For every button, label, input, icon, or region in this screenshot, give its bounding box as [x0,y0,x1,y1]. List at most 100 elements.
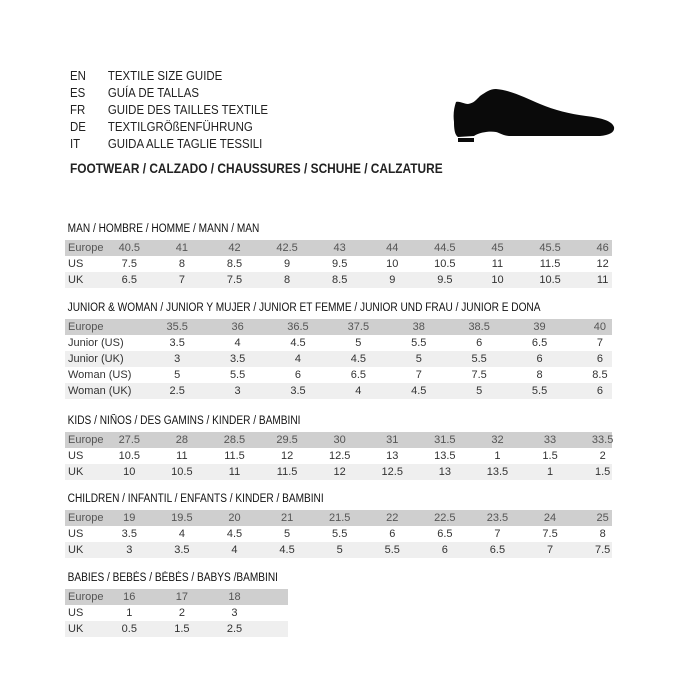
table-cell: 8.5 [332,274,348,286]
table-cell: 5.5 [384,544,400,556]
table-cell: 6 [389,528,396,540]
table-cell: 3 [231,607,238,619]
table-cell: 37.5 [347,321,370,333]
table-cell: 42.5 [276,242,298,254]
table-cell: 7 [596,337,603,349]
table-header-row: Europe 27.5 28 28.5 29.5 30 31 31.5 32 33 33.5 [65,432,613,448]
table-cell: 6 [294,369,302,381]
table-cell: 1 [546,466,554,478]
size-table: KIDS / NIÑOS / DES GAMINS / KINDER / BAM… [65,413,613,480]
table-cell: 5 [174,369,181,381]
table-cell: 6 [441,544,448,556]
table-row: US 7.5 8 8.5 9 9.5 10 10.5 11 11.5 12 [65,256,612,272]
table-cell: 36.5 [287,321,309,333]
row-label: US [68,607,84,619]
table-cell: 38 [412,321,425,333]
table-cell: 9.5 [332,258,348,270]
table-cell: 7 [415,369,422,381]
table-cell: 5.5 [411,337,427,349]
row-label: Europe [68,591,104,603]
table-cell: 1 [494,450,501,462]
table-cell: 5 [476,385,483,397]
language-line: ES GUÍA DE TALLAS [70,84,268,101]
table-title: MAN / HOMBRE / HOMME / MANN / MAN [67,223,260,235]
language-code: EN [70,68,86,83]
table-cell: 22.5 [434,512,456,524]
table-row: UK 10 10.5 11 11.5 12 12.5 13 13.5 1 1.5 [65,464,612,480]
table-cell: 17 [175,591,189,603]
table-title: CHILDREN / INFANTIL / ENFANTS / KINDER /… [67,493,324,505]
language-code: DE [70,119,86,134]
table-cell: 20 [228,512,241,524]
language-code: IT [70,136,81,151]
table-header-row: Europe 16 17 18 [65,589,288,605]
size-table: BABIES / BEBÉS / BÉBÉS / BABYS /BAMBINI E… [65,570,307,637]
table-cell: 24 [543,512,557,524]
table-cell: 6.5 [489,544,506,556]
table-cell: 8 [536,369,543,381]
row-label: Woman (US) [68,369,132,381]
table-row: US 10.5 11 11.5 12 12.5 13 13.5 1 1.5 2 [65,448,612,464]
table-cell: 8 [178,258,185,270]
language-title: GUÍA DE TALLAS [107,85,199,100]
table-cell: 2 [599,450,606,462]
table-cell: 3.5 [290,385,306,397]
table-cell: 18 [228,591,241,603]
table-cell: 6.5 [531,337,548,349]
table-cell: 3.5 [229,353,246,365]
language-line: IT GUIDA ALLE TAGLIE TESSILI [70,135,268,152]
table-cell: 44 [386,242,399,254]
table-row: UK 6.5 7 7.5 8 8.5 9 9.5 10 10.5 11 [65,272,612,288]
footwear-heading: FOOTWEAR / CALZADO / CHAUSSURES / SCHUHE… [70,160,443,176]
table-cell: 10 [123,466,136,478]
table-cell: 2 [178,607,185,619]
table-row: Woman (UK) 2.5 3 3.5 4 4.5 5 5.5 6 [65,383,612,399]
table-cell: 8 [284,274,291,286]
table-cell: 6 [476,337,483,349]
language-line: EN TEXTILE SIZE GUIDE [70,67,268,84]
table-cell: 40 [593,321,607,333]
table-cell: 7.5 [542,528,558,540]
table-cell: 5.5 [332,528,348,540]
table-cell: 25 [596,512,609,524]
table-cell: 10 [491,274,504,286]
table-cell: 12 [280,450,294,462]
table-row: US 3.5 4 4.5 5 5.5 6 6.5 7 7.5 8 [65,526,612,542]
table-row: Junior (US) 3.5 4 4.5 5 5.5 6 6.5 7 [65,335,612,351]
table-cell: 11.5 [224,450,245,462]
table-cell: 27.5 [118,434,140,446]
table-cell: 7.5 [121,258,137,270]
table-cell: 22 [386,512,399,524]
table-cell: 6.5 [437,528,453,540]
table-row: US 1 2 3 [65,605,288,621]
table-cell: 2.5 [169,385,185,397]
table-cell: 9 [389,274,396,286]
table-cell: 43 [333,242,346,254]
row-label: UK [68,623,84,635]
row-label: UK [68,544,84,556]
table-cell: 5 [355,337,362,349]
table-cell: 39 [533,321,546,333]
table-cell: 11 [176,450,188,462]
table-cell: 8.5 [226,258,243,270]
table-cell: 19 [123,512,136,524]
table-cell: 10.5 [171,466,193,478]
table-cell: 12.5 [328,450,351,462]
table-cell: 30 [333,434,346,446]
table-cell: 8.5 [592,369,608,381]
table-cell: 2.5 [226,623,243,635]
table-cell: 1.5 [542,450,558,462]
table-cell: 12 [596,258,609,270]
table-cell: 11.5 [539,258,561,270]
table-cell: 28 [175,434,189,446]
language-line: FR GUIDE DES TAILLES TEXTILE [70,101,268,118]
table-cell: 7 [494,528,501,540]
table-row: Woman (US) 5 5.5 6 6.5 7 7.5 8 8.5 [65,367,612,383]
table-cell: 38.5 [468,321,490,333]
table-cell: 13.5 [434,450,456,462]
table-title: JUNIOR & WOMAN / JUNIOR Y MUJER / JUNIOR… [67,302,541,314]
table-cell: 31 [386,434,399,446]
row-label: US [68,450,84,462]
table-cell: 16 [123,591,136,603]
table-cell: 5.5 [229,369,246,381]
